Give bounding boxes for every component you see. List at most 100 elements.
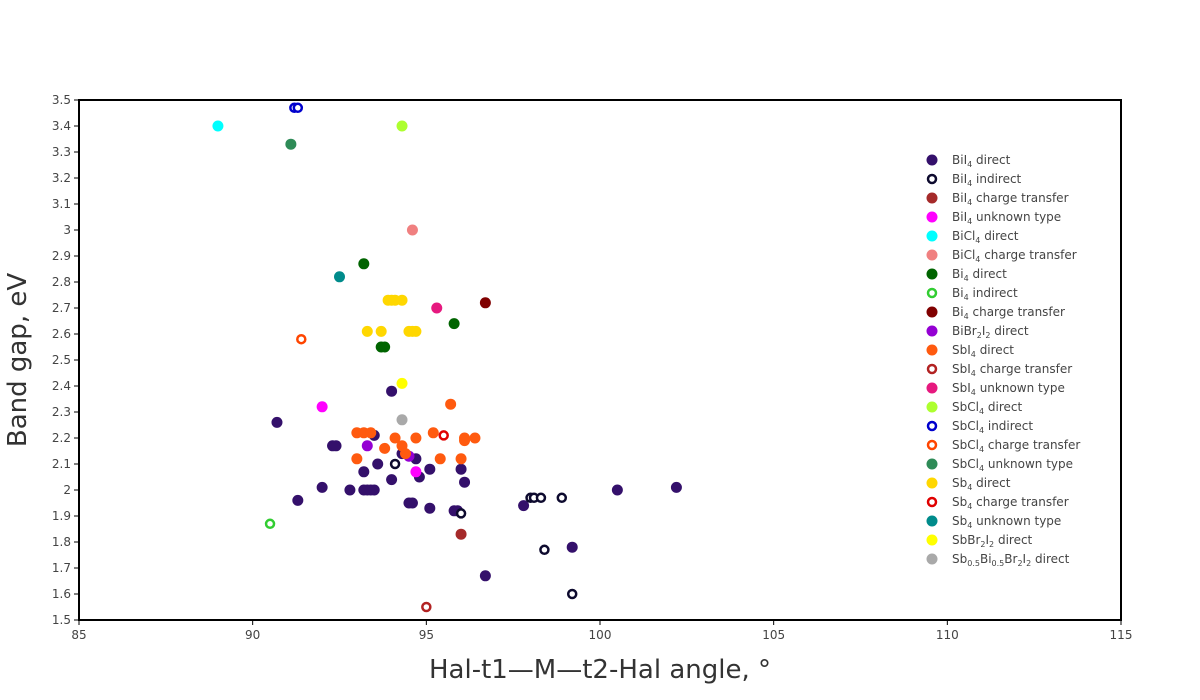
- data-point: [431, 302, 443, 314]
- y-tick-label: 3.5: [52, 93, 71, 107]
- legend-marker: [926, 439, 938, 451]
- legend-label: BiI4 indirect: [952, 172, 1022, 188]
- legend-marker: [926, 230, 938, 242]
- data-point: [334, 271, 345, 283]
- legend-marker: [926, 249, 938, 261]
- y-tick-label: 1.7: [52, 561, 71, 575]
- x-tick-label: 95: [419, 628, 434, 642]
- legend-item[interactable]: Sb4 direct: [926, 476, 1011, 492]
- data-point: [424, 463, 436, 475]
- legend-item[interactable]: SbI4 charge transfer: [926, 362, 1072, 378]
- legend-item[interactable]: Bi4 direct: [926, 267, 1008, 283]
- data-point: [421, 601, 432, 613]
- legend-item[interactable]: Sb4 charge transfer: [926, 495, 1069, 511]
- data-point: [372, 458, 384, 470]
- data-point: [212, 120, 224, 132]
- data-point: [330, 440, 342, 452]
- y-tick-label: 1.5: [52, 613, 71, 627]
- data-point: [396, 377, 408, 389]
- legend-label: SbBr2I2 direct: [952, 533, 1033, 549]
- legend-item[interactable]: SbI4 direct: [926, 343, 1015, 359]
- data-point: [455, 508, 467, 519]
- legend-marker: [926, 173, 938, 185]
- legend-item[interactable]: SbCl4 unknown type: [926, 457, 1074, 473]
- data-point: [410, 325, 422, 337]
- legend-marker: [926, 211, 938, 223]
- legend-marker: [926, 325, 938, 337]
- data-point: [365, 427, 377, 439]
- legend: BiI4 direct BiI4 indirect BiI4 charge tran…: [926, 153, 1080, 568]
- legend-label: SbCl4 indirect: [952, 419, 1033, 435]
- legend-marker: [926, 515, 938, 527]
- legend-label: SbCl4 charge transfer: [952, 438, 1080, 454]
- legend-item[interactable]: BiI4 direct: [926, 153, 1011, 169]
- y-axis-title: Band gap, eV: [3, 273, 33, 447]
- data-point: [389, 432, 401, 444]
- legend-item[interactable]: BiBr2I2 direct: [926, 324, 1029, 340]
- legend-label: BiBr2I2 direct: [952, 324, 1029, 340]
- data-point: [375, 325, 387, 337]
- data-point: [424, 502, 436, 514]
- data-point: [479, 297, 491, 309]
- data-point: [611, 484, 623, 496]
- legend-marker: [926, 268, 938, 280]
- legend-label: Bi4 direct: [952, 267, 1007, 283]
- x-axis-ticks: 85 90 95 100 105 110 115: [71, 620, 1132, 642]
- data-point: [445, 398, 457, 410]
- legend-item[interactable]: Bi4 indirect: [926, 286, 1018, 302]
- legend-item[interactable]: BiI4 charge transfer: [926, 191, 1069, 207]
- data-point: [386, 385, 398, 397]
- data-point: [539, 544, 550, 556]
- legend-item[interactable]: BiI4 unknown type: [926, 210, 1062, 226]
- legend-marker: [926, 382, 938, 394]
- plot-background: [79, 100, 1121, 620]
- legend-marker: [926, 154, 938, 166]
- legend-item[interactable]: Sb4 unknown type: [926, 514, 1062, 530]
- legend-item[interactable]: SbCl4 charge transfer: [926, 438, 1080, 454]
- legend-label: SbI4 unknown type: [952, 381, 1065, 397]
- data-point: [518, 500, 530, 512]
- data-point: [459, 435, 471, 447]
- data-point: [368, 484, 380, 496]
- legend-marker: [926, 496, 938, 508]
- data-point: [455, 453, 467, 465]
- legend-item[interactable]: Sb0.5Bi0.5Br2I2 direct: [926, 552, 1070, 568]
- data-point: [410, 466, 422, 478]
- legend-item[interactable]: SbI4 unknown type: [926, 381, 1065, 397]
- data-point: [396, 120, 408, 132]
- x-tick-label: 105: [762, 628, 785, 642]
- data-point: [410, 432, 422, 444]
- legend-marker: [926, 534, 938, 546]
- data-point: [361, 440, 373, 452]
- data-point: [479, 570, 491, 582]
- legend-item[interactable]: Bi4 charge transfer: [926, 305, 1066, 321]
- data-point: [566, 541, 578, 553]
- legend-item[interactable]: SbBr2I2 direct: [926, 533, 1033, 549]
- legend-item[interactable]: BiCl4 charge transfer: [926, 248, 1077, 264]
- data-point: [535, 492, 547, 504]
- x-tick-label: 85: [71, 628, 86, 642]
- data-point: [271, 416, 283, 428]
- data-points: [212, 102, 682, 613]
- data-point: [427, 427, 439, 439]
- y-tick-label: 3: [63, 223, 71, 237]
- legend-label: Sb4 direct: [952, 476, 1011, 492]
- y-tick-label: 3.2: [52, 171, 71, 185]
- data-point: [406, 224, 418, 236]
- legend-label: BiI4 direct: [952, 153, 1011, 169]
- legend-item[interactable]: SbCl4 direct: [926, 400, 1023, 416]
- y-tick-label: 2.4: [52, 379, 71, 393]
- legend-item[interactable]: BiCl4 direct: [926, 229, 1019, 245]
- legend-marker: [926, 344, 938, 356]
- legend-marker: [926, 363, 938, 375]
- data-point: [389, 458, 401, 470]
- legend-item[interactable]: BiI4 indirect: [926, 172, 1022, 188]
- legend-label: BiI4 unknown type: [952, 210, 1061, 226]
- data-point: [358, 466, 370, 478]
- data-point: [455, 528, 467, 540]
- x-tick-label: 90: [245, 628, 260, 642]
- y-tick-label: 1.6: [52, 587, 71, 601]
- legend-label: Sb4 unknown type: [952, 514, 1061, 530]
- legend-item[interactable]: SbCl4 indirect: [926, 419, 1033, 435]
- legend-marker: [926, 458, 938, 470]
